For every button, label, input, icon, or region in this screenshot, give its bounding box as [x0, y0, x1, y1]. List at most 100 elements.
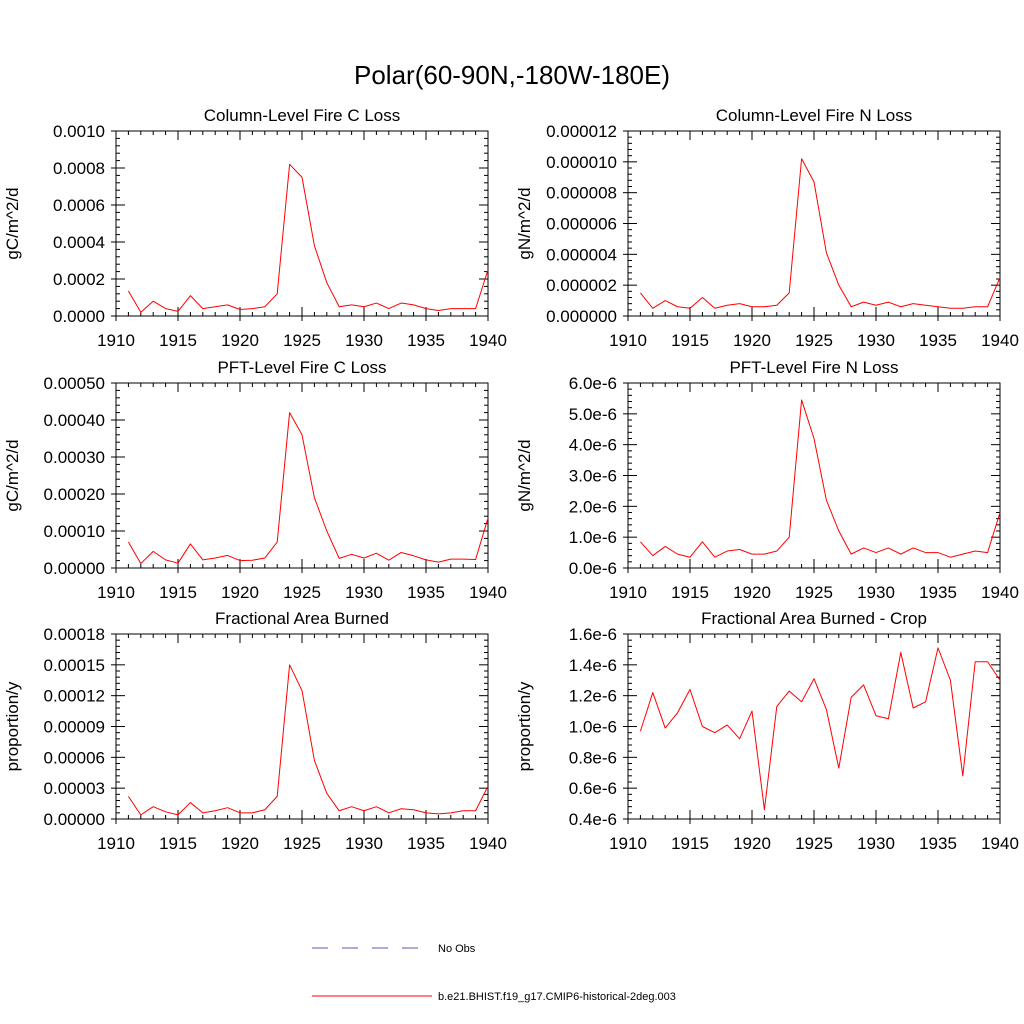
- x-tick-label: 1925: [795, 583, 833, 602]
- panel-title: Fractional Area Burned: [215, 609, 389, 628]
- y-tick-label: 0.00020: [44, 485, 105, 504]
- series-line: [640, 158, 1001, 309]
- x-tick-label: 1930: [857, 331, 895, 350]
- y-axis-label: proportion/y: [3, 681, 22, 771]
- x-tick-label: 1935: [407, 331, 445, 350]
- x-tick-label: 1940: [469, 583, 507, 602]
- y-tick-label: 0.0010: [53, 122, 105, 141]
- y-tick-label: 0.00003: [44, 779, 105, 798]
- y-tick-label: 0.000010: [546, 153, 617, 172]
- chart-panel-4: 1910 1915 1920 1925 1930 1935 1940 0.0e-6 1.0e-6…: [515, 358, 1019, 602]
- x-tick-label: 1940: [469, 834, 507, 853]
- x-tick-label: 1910: [97, 583, 135, 602]
- y-tick-label: 1.2e-6: [569, 687, 617, 706]
- y-tick-label: 0.8e-6: [569, 748, 617, 767]
- plot-frame: [115, 382, 489, 569]
- x-tick-label: 1935: [407, 834, 445, 853]
- x-tick-label: 1920: [221, 834, 259, 853]
- y-tick-label: 0.0e-6: [569, 559, 617, 578]
- y-tick-label: 2.0e-6: [569, 497, 617, 516]
- x-tick-label: 1915: [671, 583, 709, 602]
- plot-frame: [627, 382, 1001, 569]
- x-tick-label: 1940: [981, 834, 1019, 853]
- chart-panel-2: 1910 1915 1920 1925 1930 1935 1940 0.000000 0.00…: [515, 106, 1019, 350]
- x-tick-label: 1925: [283, 331, 321, 350]
- x-tick-label: 1920: [733, 583, 771, 602]
- y-tick-label: 1.0e-6: [569, 718, 617, 737]
- y-tick-label: 0.0006: [53, 196, 105, 215]
- x-tick-label: 1935: [919, 834, 957, 853]
- y-tick-label: 0.0000: [53, 307, 105, 326]
- x-tick-label: 1915: [159, 331, 197, 350]
- series-line: [127, 412, 489, 565]
- legend-label: No Obs: [438, 943, 476, 955]
- y-tick-label: 0.6e-6: [569, 779, 617, 798]
- plot-frame: [115, 130, 489, 317]
- y-tick-label: 6.0e-6: [569, 374, 617, 393]
- x-tick-label: 1910: [97, 834, 135, 853]
- x-tick-label: 1930: [857, 583, 895, 602]
- x-tick-label: 1920: [221, 583, 259, 602]
- panel-title: Column-Level Fire N Loss: [716, 106, 913, 125]
- legend: No Obs b.e21.BHIST.f19_g17.CMIP6-historic…: [312, 943, 676, 1003]
- chart-panel-6: 1910 1915 1920 1925 1930 1935 1940 0.4e-6 0.6e-6…: [515, 609, 1019, 853]
- x-tick-label: 1920: [221, 331, 259, 350]
- y-axis-label: proportion/y: [515, 681, 534, 771]
- x-tick-label: 1935: [919, 583, 957, 602]
- y-axis-label: gN/m^2/d: [515, 439, 534, 511]
- x-tick-label: 1915: [159, 834, 197, 853]
- x-tick-label: 1930: [345, 834, 383, 853]
- y-tick-label: 0.0004: [53, 233, 105, 252]
- y-tick-label: 0.00050: [44, 374, 105, 393]
- y-tick-label: 3.0e-6: [569, 467, 617, 486]
- y-tick-label: 0.000012: [546, 122, 617, 141]
- x-tick-label: 1915: [671, 331, 709, 350]
- x-tick-label: 1925: [283, 583, 321, 602]
- y-tick-label: 1.0e-6: [569, 528, 617, 547]
- plot-frame: [627, 633, 1001, 820]
- y-tick-label: 1.6e-6: [569, 625, 617, 644]
- panel-title: PFT-Level Fire N Loss: [729, 358, 898, 377]
- x-tick-label: 1925: [283, 834, 321, 853]
- x-tick-label: 1930: [345, 331, 383, 350]
- x-tick-label: 1910: [609, 583, 647, 602]
- y-axis-label: gC/m^2/d: [3, 439, 22, 511]
- x-tick-label: 1910: [609, 834, 647, 853]
- y-tick-label: 0.0002: [53, 270, 105, 289]
- x-tick-label: 1925: [795, 834, 833, 853]
- series-line: [639, 647, 1001, 811]
- y-axis-label: gN/m^2/d: [515, 187, 534, 259]
- y-tick-label: 1.4e-6: [569, 656, 617, 675]
- y-tick-label: 0.00012: [44, 687, 105, 706]
- x-tick-label: 1925: [795, 331, 833, 350]
- y-tick-label: 0.000008: [546, 184, 617, 203]
- plot-frame: [627, 130, 1001, 317]
- panel-title: Fractional Area Burned - Crop: [701, 609, 927, 628]
- y-tick-label: 0.00006: [44, 748, 105, 767]
- y-tick-label: 0.00030: [44, 448, 105, 467]
- panel-title: PFT-Level Fire C Loss: [217, 358, 386, 377]
- y-tick-label: 0.00040: [44, 411, 105, 430]
- y-tick-label: 0.00018: [44, 625, 105, 644]
- x-tick-label: 1920: [733, 331, 771, 350]
- x-tick-label: 1940: [981, 583, 1019, 602]
- x-tick-label: 1915: [159, 583, 197, 602]
- x-tick-label: 1935: [407, 583, 445, 602]
- panels-container: 1910 1915 1920 1925 1930 1935 1940 0.0000 0.0002…: [3, 106, 1019, 853]
- x-tick-label: 1930: [857, 834, 895, 853]
- x-tick-label: 1910: [97, 331, 135, 350]
- x-tick-label: 1940: [469, 331, 507, 350]
- y-tick-label: 5.0e-6: [569, 405, 617, 424]
- series-line: [127, 163, 489, 313]
- y-tick-label: 0.00010: [44, 522, 105, 541]
- plot-frame: [115, 633, 489, 820]
- x-tick-label: 1920: [733, 834, 771, 853]
- x-tick-label: 1915: [671, 834, 709, 853]
- x-tick-label: 1940: [981, 331, 1019, 350]
- y-tick-label: 0.000006: [546, 215, 617, 234]
- y-tick-label: 4.0e-6: [569, 436, 617, 455]
- series-line: [640, 399, 1001, 558]
- series-line: [127, 664, 489, 816]
- y-tick-label: 0.000004: [546, 245, 617, 264]
